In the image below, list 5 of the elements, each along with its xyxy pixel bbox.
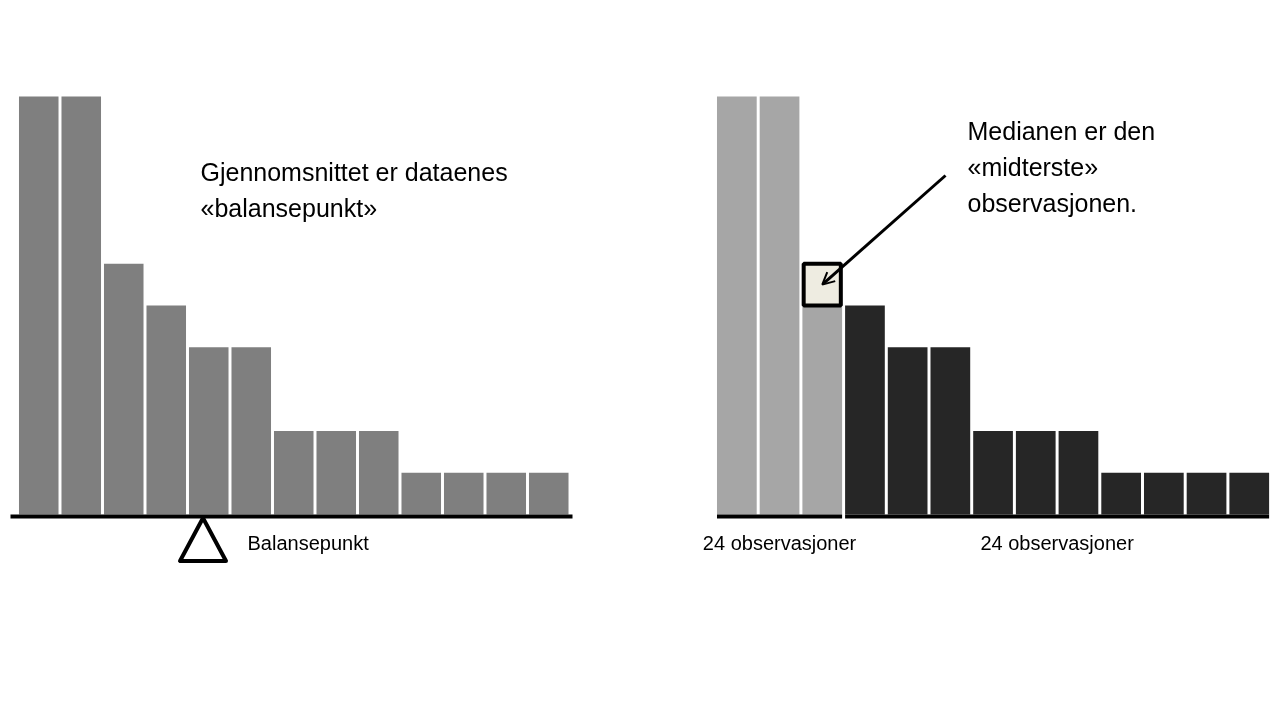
text: Balansepunkt <box>247 531 370 554</box>
annotation: Gjennomsnittet er dataenes «balansepunkt» <box>200 157 508 222</box>
text: 24 observasjoner <box>980 531 1135 554</box>
annotation: Medianen er den «midterste» observasjonen. <box>967 116 1156 218</box>
text: 24 observasjoner <box>702 531 857 554</box>
